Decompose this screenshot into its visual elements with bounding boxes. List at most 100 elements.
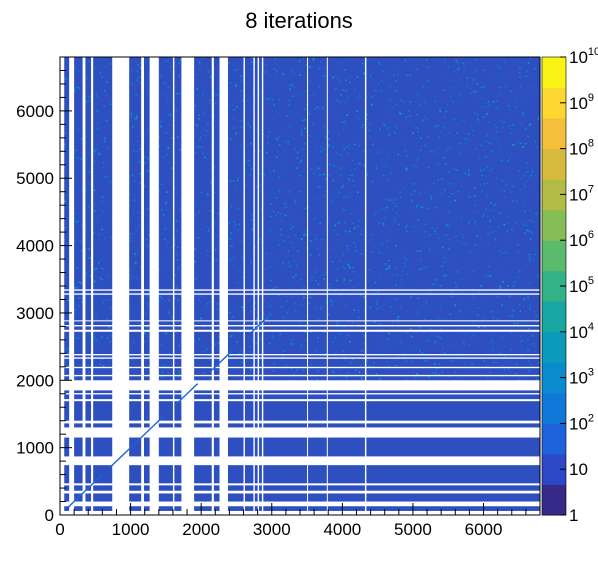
heatmap-cell — [139, 81, 142, 84]
heatmap-cell — [81, 225, 84, 227]
heatmap-cell — [523, 232, 526, 234]
heatmap-cell — [413, 225, 415, 228]
heatmap-cell — [144, 226, 147, 228]
heatmap-cell — [235, 341, 238, 343]
heatmap-cell — [403, 101, 405, 104]
heatmap-cell — [133, 199, 136, 201]
heatmap-cell — [266, 64, 268, 66]
heatmap-cell — [472, 133, 474, 136]
heatmap-cell — [435, 163, 438, 166]
heatmap-cell — [366, 373, 369, 375]
heatmap-cell — [507, 107, 510, 110]
heatmap-cell — [146, 127, 149, 130]
heatmap-cell — [393, 217, 396, 220]
heatmap-cell — [404, 59, 407, 62]
heatmap-cell — [165, 332, 168, 335]
empty-column-band — [307, 57, 309, 515]
heatmap-cell — [74, 240, 76, 242]
heatmap-cell — [242, 153, 244, 155]
heatmap-cell — [520, 286, 523, 289]
heatmap-cell — [334, 156, 337, 158]
heatmap-cell — [325, 178, 327, 180]
heatmap-cell — [277, 189, 280, 192]
heatmap-cell — [438, 362, 440, 365]
heatmap-cell — [109, 103, 112, 106]
heatmap-cell — [382, 70, 384, 73]
heatmap-cell — [535, 315, 537, 318]
heatmap-cell — [381, 90, 383, 93]
heatmap-cell — [294, 201, 296, 204]
chart-title: 8 iterations — [245, 8, 353, 33]
heatmap-cell — [338, 333, 341, 335]
heatmap-cell — [180, 295, 182, 298]
heatmap-cell — [65, 310, 67, 312]
heatmap-cell — [277, 244, 280, 246]
heatmap-cell — [355, 250, 357, 252]
heatmap-cell — [487, 377, 489, 380]
heatmap-cell — [448, 248, 450, 250]
heatmap-cell — [294, 199, 296, 202]
heatmap-cell — [85, 273, 88, 275]
heatmap-cell — [472, 130, 474, 132]
heatmap-cell — [96, 109, 98, 112]
heatmap-cell — [254, 302, 257, 304]
heatmap-cell — [394, 124, 397, 127]
heatmap-cell — [176, 287, 178, 289]
heatmap-cell — [492, 231, 495, 233]
heatmap-cell — [328, 163, 331, 165]
heatmap-cell — [516, 276, 519, 279]
heatmap-cell — [432, 150, 435, 153]
heatmap-cell — [502, 280, 504, 283]
heatmap-cell — [424, 359, 427, 362]
heatmap-cell — [373, 290, 376, 292]
heatmap-cell — [489, 371, 491, 374]
heatmap-cell — [328, 146, 330, 148]
heatmap-cell — [515, 363, 518, 365]
heatmap-cell — [336, 221, 338, 224]
y-tick-label: 1000 — [16, 439, 54, 458]
heatmap-cell — [96, 221, 99, 223]
heatmap-cell — [362, 229, 364, 232]
heatmap-cell — [340, 167, 343, 169]
heatmap-cell — [441, 246, 444, 249]
heatmap-cell — [64, 143, 66, 146]
heatmap-cell — [313, 57, 315, 60]
heatmap-cell — [147, 234, 150, 236]
heatmap-cell — [484, 102, 487, 104]
heatmap-cell — [474, 69, 477, 72]
heatmap-cell — [329, 256, 332, 258]
heatmap-cell — [270, 265, 273, 268]
heatmap-cell — [266, 98, 268, 100]
heatmap-cell — [106, 338, 109, 340]
heatmap-cell — [324, 74, 326, 77]
heatmap-cell — [368, 122, 371, 125]
heatmap-cell — [485, 156, 487, 158]
heatmap-cell — [457, 67, 460, 70]
heatmap-cell — [215, 259, 217, 262]
heatmap-cell — [64, 132, 67, 134]
heatmap-cell — [374, 321, 376, 323]
heatmap-cell — [218, 185, 221, 187]
heatmap-cell — [456, 98, 459, 101]
heatmap-cell — [435, 368, 438, 370]
heatmap-cell — [443, 89, 445, 91]
heatmap-cell — [99, 363, 102, 365]
heatmap-cell — [346, 57, 348, 60]
heatmap-cell — [200, 136, 202, 139]
heatmap-cell — [174, 239, 176, 241]
heatmap-cell — [312, 172, 315, 174]
heatmap-cell — [75, 308, 77, 311]
heatmap-cell — [352, 270, 355, 273]
heatmap-cell — [107, 147, 110, 150]
heatmap-cell — [213, 342, 215, 344]
heatmap-cell — [301, 134, 304, 136]
heatmap-cell — [251, 227, 254, 230]
y-tick-label: 0 — [45, 506, 54, 525]
heatmap-cell — [386, 247, 388, 249]
heatmap-cell — [415, 311, 417, 313]
heatmap-cell — [438, 136, 440, 139]
heatmap-cell — [207, 227, 210, 230]
heatmap-cell — [245, 223, 247, 226]
heatmap-cell — [90, 257, 92, 260]
heatmap-cell — [352, 358, 354, 361]
